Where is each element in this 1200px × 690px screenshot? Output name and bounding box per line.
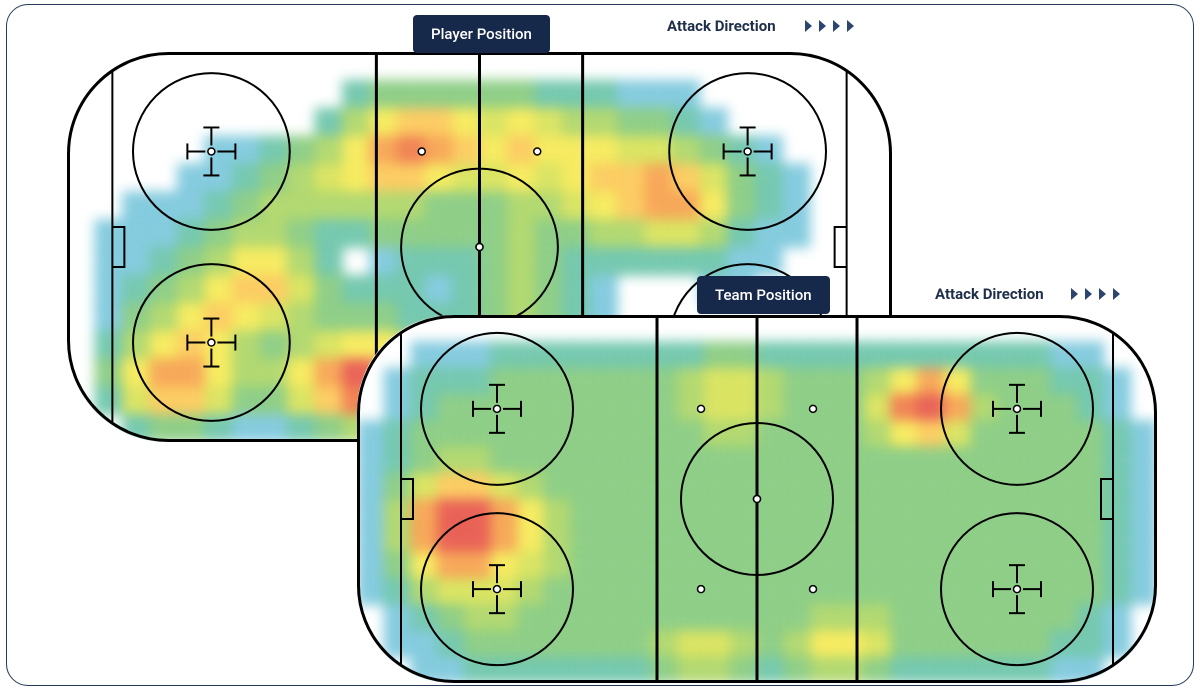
player-attack-direction-label: Attack Direction — [667, 17, 776, 35]
team-rink-outline — [357, 315, 1157, 683]
team-attack-chevrons-icon — [1069, 283, 1125, 302]
player-title-pill: Player Position — [413, 15, 550, 53]
page-frame: Player Position Attack Direction Team Posi… — [6, 4, 1194, 686]
player-attack-chevrons-icon — [803, 15, 859, 34]
team-rink — [357, 315, 1157, 683]
team-attack-direction-label: Attack Direction — [935, 285, 1044, 303]
team-title-pill: Team Position — [697, 276, 830, 314]
